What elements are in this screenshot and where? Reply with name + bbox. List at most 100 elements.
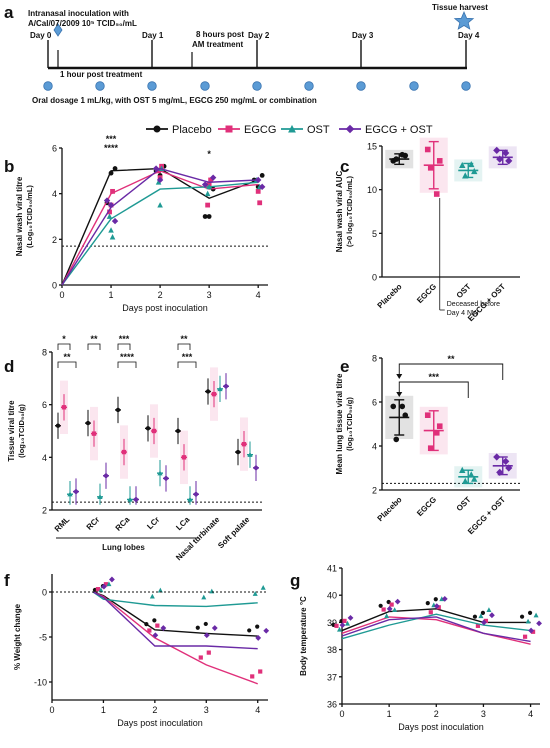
data-point-ost [106, 213, 113, 219]
data-point-ost [201, 594, 207, 600]
dosage-dot-7 [409, 81, 419, 91]
x-tick-label: 1 [101, 705, 106, 715]
y-tick-label: 39 [327, 618, 337, 628]
data-point-egcg [211, 391, 217, 397]
panel-label-e: e [340, 357, 349, 376]
data-point-egcg-ost [347, 615, 354, 621]
data-point-egcg [522, 634, 528, 639]
data-point-placebo [144, 622, 149, 627]
data-point-ost [533, 612, 539, 618]
y-axis-subtitle: (Log₁₀TCID₅₀/mL) [25, 185, 34, 248]
data-point-placebo [259, 173, 265, 178]
x-tick-label: 2 [434, 709, 439, 719]
panel-f-weight-change: 0 -5 -10 0 1 2 3 4 % Weight change Days post inoc… [13, 574, 270, 728]
data-point-egcg-ost [502, 149, 510, 157]
inoculation-label-1: Intranasal inoculation with [28, 9, 129, 18]
data-point-egcg-ost [109, 576, 115, 583]
y-axis-title: Body temperature °C [299, 596, 308, 676]
data-point-placebo [145, 426, 151, 431]
panel-b-nasal-wash-titre: 0 2 4 6 0 1 2 3 4 Nasal wash viral titre (Log₁₀TCI… [15, 134, 268, 313]
significance-stars: ** [90, 334, 98, 344]
data-point-egcg [107, 209, 112, 215]
y-axis-subtitle: (>0 log₁₀TCID₅₀/mL) [345, 175, 354, 247]
y-tick-label: 41 [327, 564, 337, 574]
y-tick-label: 38 [327, 645, 337, 655]
x-axis-title: Days post inoculation [117, 718, 203, 728]
day0-label: Day 0 [30, 31, 52, 40]
significance-bracket [177, 343, 191, 350]
data-point-ost [108, 227, 114, 233]
data-point-ost [252, 591, 258, 596]
data-point-placebo [399, 151, 406, 158]
data-point-placebo [378, 603, 383, 608]
category-label-egcg: EGCG [415, 282, 438, 305]
data-point-egcg [208, 177, 214, 183]
y-axis-title: Nasal wash viral titre [15, 176, 24, 256]
data-point-ost [209, 588, 215, 594]
data-point-placebo [527, 610, 533, 615]
category-label-ost: OST [455, 495, 473, 513]
data-point-ost [157, 202, 163, 208]
data-point-egcg [121, 449, 127, 455]
significance-stars: *** [428, 372, 439, 382]
data-point-ost [345, 620, 350, 626]
series-line-ost [92, 591, 258, 608]
data-point-egcg-ost [203, 632, 210, 639]
panel-label-b: b [4, 157, 14, 176]
data-point-egcg-ost [253, 464, 259, 471]
y-tick-label: -5 [39, 633, 47, 643]
data-point-egcg [424, 412, 431, 418]
data-point-egcg-ost [481, 619, 487, 626]
dosage-dot-3 [200, 81, 210, 91]
data-point-ost [157, 587, 163, 593]
y-tick-label: 2 [42, 506, 47, 516]
data-point-egcg [433, 430, 440, 436]
y-tick-label: 15 [367, 142, 377, 152]
y-tick-label: 6 [52, 144, 57, 154]
category-label-lca: LCa [174, 515, 191, 532]
data-point-egcg [389, 602, 394, 607]
data-point-egcg-ost [386, 605, 393, 612]
deceased-note-2: Day 4 NW [447, 310, 479, 317]
category-label-ost: OST [455, 282, 473, 300]
panel-label-c: c [340, 157, 349, 176]
significance-bracket [117, 361, 137, 368]
significance-stars: ** [180, 334, 188, 344]
significance-stars: **** [104, 143, 119, 153]
data-point-placebo [152, 618, 157, 623]
x-tick-label: 0 [49, 705, 54, 715]
y-tick-label: 0 [372, 273, 377, 283]
dosage-dot-4 [252, 81, 262, 91]
data-point-placebo [108, 170, 114, 176]
data-point-placebo [519, 614, 525, 619]
x-tick-label: 3 [481, 709, 486, 719]
data-point-egcg-ost [536, 620, 542, 627]
inoculation-diamond-icon [53, 23, 63, 37]
category-label-lcr: LCr [145, 515, 161, 531]
am-treatment-label-2: AM treatment [192, 40, 243, 49]
y-tick-label: 0 [52, 281, 57, 291]
data-point-egcg-ost [103, 472, 109, 479]
data-point-egcg [258, 669, 263, 674]
x-tick-label: 4 [255, 705, 260, 715]
data-point-egcg-ost [163, 475, 169, 482]
day1-label: Day 1 [142, 31, 164, 40]
legend-marker-egcg [225, 125, 233, 133]
data-point-ost [98, 587, 104, 593]
x-tick-label: 2 [152, 705, 157, 715]
y-tick-label: 2 [372, 486, 377, 496]
data-point-ost [187, 496, 193, 502]
dosage-dot-2 [147, 81, 157, 91]
x-tick-label: 3 [204, 705, 209, 715]
data-point-placebo [235, 449, 241, 455]
bracket-arrow [396, 392, 403, 397]
significance-stars: * [207, 149, 211, 159]
data-point-egcg [427, 165, 434, 171]
y-tick-label: 5 [372, 229, 377, 239]
y-tick-label: 8 [372, 354, 377, 364]
tissue-harvest-star-icon [453, 10, 475, 30]
data-point-placebo [112, 166, 118, 171]
panel-label-f: f [4, 571, 10, 590]
data-point-egcg-ost [111, 217, 119, 225]
